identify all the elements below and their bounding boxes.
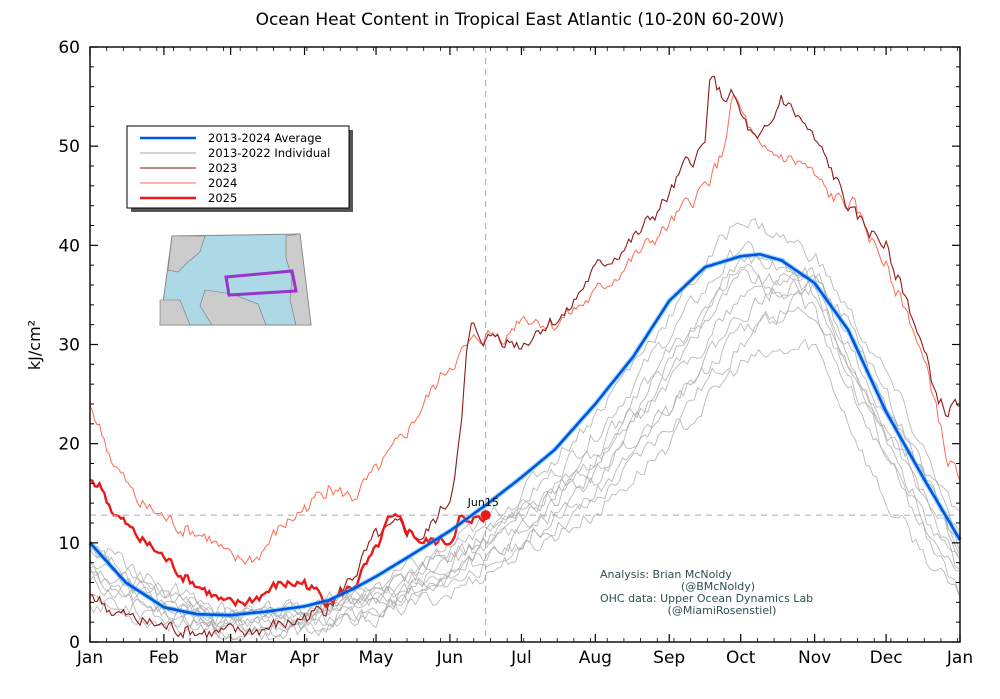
legend-label: 2013-2024 Average (208, 131, 322, 145)
reference-layer: Jun15 (90, 47, 960, 642)
x-tick-label: Mar (215, 648, 247, 668)
legend-label: 2023 (208, 161, 237, 175)
series-2024 (89, 93, 961, 566)
axes: 0 10 20 30 40 50 60 Jan Feb Mar Apr May Jun Jul Aug Sep… (58, 38, 973, 668)
map-north-america (167, 235, 206, 273)
x-tick-label: Jun (436, 648, 464, 668)
credits: Analysis: Brian McNoldy(@BMcNoldy)OHC da… (600, 568, 813, 617)
series-2025 (89, 478, 487, 610)
x-tick-label: Jan (76, 648, 103, 668)
legend-label: 2013-2022 Individual (208, 146, 330, 160)
x-tick-label: Feb (149, 648, 179, 668)
y-axis-label: kJ/cm² (25, 320, 44, 370)
inset-map (159, 233, 312, 326)
reference-label: Jun15 (467, 496, 499, 509)
y-tick-label: 10 (58, 534, 80, 554)
y-tick-label: 50 (58, 137, 80, 157)
y-axis-title: kJ/cm² (25, 320, 44, 370)
map-africa (285, 233, 312, 326)
y-tick-label: 20 (58, 435, 80, 455)
credit-line: (@BMcNoldy) (681, 580, 755, 593)
credit-line: (@MiamiRosenstiel) (668, 604, 777, 617)
credit-line: Analysis: Brian McNoldy (600, 568, 732, 581)
x-tick-label: Jul (510, 648, 532, 668)
legend-label: 2025 (208, 191, 237, 205)
credit-line: OHC data: Upper Ocean Dynamics Lab (600, 592, 813, 605)
series-2023 (89, 75, 961, 640)
series-layer (88, 75, 963, 642)
x-tick-label: Aug (579, 648, 612, 668)
y-tick-label: 30 (58, 336, 80, 356)
chart-title: Ocean Heat Content in Tropical East Atla… (256, 10, 785, 30)
x-tick-label: Oct (726, 648, 756, 668)
map-region-box (224, 269, 298, 297)
y-tick-label: 0 (69, 633, 80, 653)
x-tick-label: Nov (798, 648, 831, 668)
y-tick-label: 40 (58, 236, 80, 256)
individual-line-1 (89, 279, 959, 632)
individual-line-9 (89, 306, 960, 640)
individual-line-4 (89, 240, 960, 633)
x-tick-label: Apr (290, 648, 319, 668)
individual-line-10 (89, 254, 960, 629)
latest-point-marker (480, 510, 491, 521)
x-tick-label: May (358, 648, 393, 668)
legend-label: 2024 (208, 176, 237, 190)
individual-line-3 (89, 263, 960, 640)
individual-line-6 (89, 217, 960, 620)
individual-line-7 (89, 338, 960, 642)
x-tick-label: Jan (946, 648, 973, 668)
series-2013-2024-average (89, 252, 962, 617)
y-tick-label: 60 (58, 38, 80, 58)
x-tick-label: Dec (870, 648, 903, 668)
x-tick-label: Sep (653, 648, 685, 668)
map-pacific-coast (159, 299, 191, 326)
legend-box (126, 125, 350, 209)
